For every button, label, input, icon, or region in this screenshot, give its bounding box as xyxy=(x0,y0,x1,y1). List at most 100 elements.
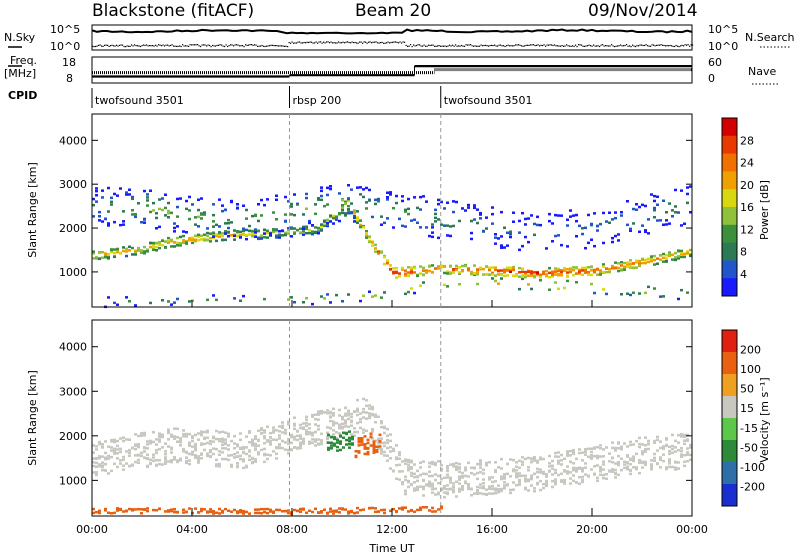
power-cell xyxy=(554,213,557,217)
velocity-cell xyxy=(491,480,494,484)
velocity-cell xyxy=(614,449,617,452)
power-cell xyxy=(644,261,647,265)
velocity-cell xyxy=(137,507,140,511)
nsearch-point xyxy=(432,44,434,46)
power-cell xyxy=(653,199,656,203)
nsearch-point xyxy=(612,45,614,47)
power-cell xyxy=(104,252,107,255)
velocity-cell xyxy=(359,508,362,512)
power-cell xyxy=(431,264,434,267)
velocity-cell xyxy=(590,447,593,450)
nsearch-point xyxy=(578,44,580,46)
nsearch-point xyxy=(507,44,509,46)
power-cell xyxy=(440,200,443,204)
nsearch-point xyxy=(341,42,343,44)
velocity-cell xyxy=(662,459,665,463)
velocity-cell xyxy=(467,475,470,478)
power-cell xyxy=(179,244,182,247)
power-cell xyxy=(632,266,635,270)
power-cell xyxy=(170,245,173,248)
nsearch-point xyxy=(443,45,445,47)
power-cell xyxy=(503,226,506,229)
power-cell xyxy=(464,209,467,212)
nsearch-point xyxy=(410,44,412,46)
power-cell xyxy=(530,270,533,274)
velocity-cell xyxy=(338,427,341,430)
power-cell xyxy=(386,196,389,199)
velocity-cell xyxy=(590,450,593,454)
velocity-cell xyxy=(476,491,479,494)
velocity-cell xyxy=(476,485,479,489)
power-cell xyxy=(659,258,662,261)
power-cell xyxy=(512,268,515,272)
velocity-cell xyxy=(578,466,581,469)
nsearch-point xyxy=(134,44,136,46)
velocity-cell xyxy=(296,434,299,438)
velocity-cell xyxy=(116,509,119,512)
velocity-cell xyxy=(296,430,299,433)
velocity-cell xyxy=(494,470,497,474)
velocity-cell xyxy=(446,488,449,491)
power-cell xyxy=(221,209,224,213)
velocity-cell xyxy=(98,455,101,458)
nsearch-point xyxy=(639,44,641,46)
velocity-cell xyxy=(146,507,149,510)
velocity-cell xyxy=(164,456,167,459)
velocity-cell xyxy=(299,510,302,513)
power-cell xyxy=(479,211,482,215)
velocity-colorbar-frame xyxy=(721,329,738,507)
velocity-cell xyxy=(593,446,596,449)
velocity-cell xyxy=(134,447,137,451)
power-cell xyxy=(92,203,95,207)
velocity-cell xyxy=(431,491,434,494)
velocity-cell xyxy=(182,450,185,453)
velocity-cell xyxy=(431,510,434,513)
power-colorbar-swatch xyxy=(722,224,737,244)
power-cell xyxy=(617,239,620,242)
velocity-cell xyxy=(371,405,374,409)
nsearch-point xyxy=(258,45,260,47)
velocity-cell xyxy=(677,467,680,470)
power-ytick-label: 1000 xyxy=(59,266,87,279)
power-cell xyxy=(473,272,476,275)
velocity-cell xyxy=(422,487,425,491)
velocity-cell xyxy=(356,506,359,510)
velocity-cell xyxy=(389,467,392,470)
velocity-cell xyxy=(530,476,533,479)
power-cell xyxy=(212,233,215,236)
power-cell xyxy=(689,254,692,258)
nsearch-point xyxy=(192,44,194,46)
power-cell xyxy=(263,236,266,239)
power-cell xyxy=(446,224,449,227)
velocity-cell xyxy=(372,448,376,451)
velocity-cell xyxy=(128,464,131,468)
velocity-cell xyxy=(224,438,227,441)
velocity-cell xyxy=(392,449,395,453)
power-cell xyxy=(497,282,500,285)
power-cell xyxy=(563,286,566,290)
power-cell xyxy=(629,229,632,232)
power-cell xyxy=(113,301,116,305)
velocity-cell xyxy=(434,462,437,465)
power-cell xyxy=(515,274,518,277)
power-cell xyxy=(518,287,521,291)
nsearch-point xyxy=(137,45,139,47)
velocity-cell xyxy=(689,446,692,449)
power-cell xyxy=(536,273,539,277)
velocity-cell xyxy=(380,420,383,423)
velocity-cell xyxy=(557,462,560,465)
velocity-cell xyxy=(662,453,665,456)
power-cell xyxy=(683,255,686,259)
power-cell xyxy=(371,295,374,298)
power-cell xyxy=(263,228,266,231)
power-cell xyxy=(431,223,434,226)
power-cell xyxy=(158,198,161,201)
velocity-cell xyxy=(566,465,569,468)
power-cell xyxy=(656,203,659,206)
velocity-cell xyxy=(366,441,370,445)
velocity-cell xyxy=(257,451,260,454)
velocity-cell xyxy=(278,425,281,428)
velocity-cell xyxy=(95,457,98,460)
power-cell xyxy=(275,198,278,201)
power-cell xyxy=(491,212,494,216)
